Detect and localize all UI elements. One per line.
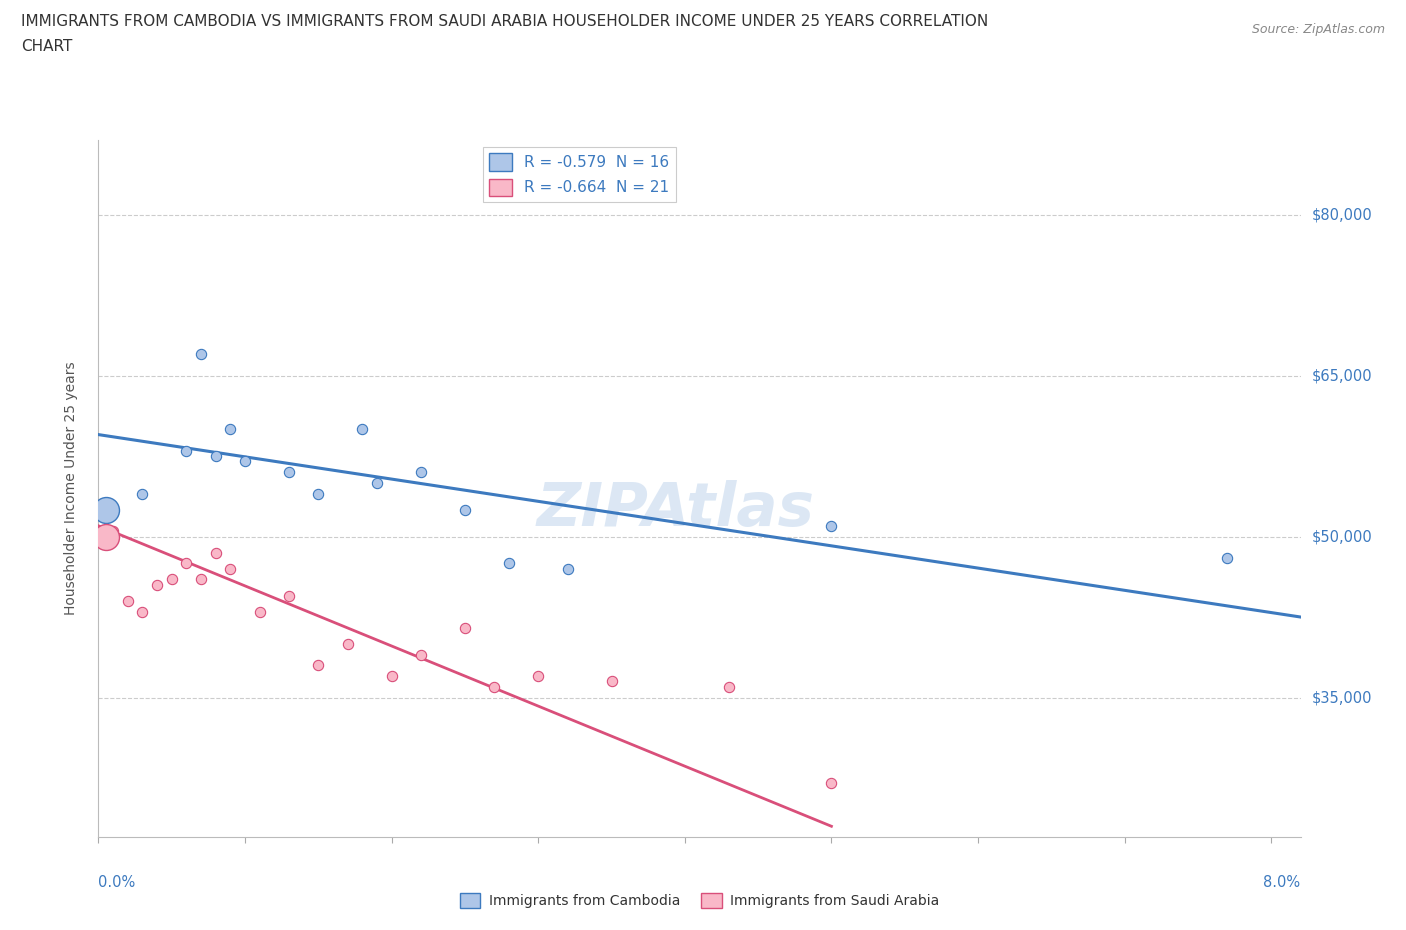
Text: ZIPAtlas: ZIPAtlas (537, 480, 814, 538)
Point (278, 588, 301, 603)
Point (176, 556, 198, 571)
Point (160, 572, 183, 587)
Point (131, 604, 153, 619)
Point (1216, 551, 1239, 565)
Point (278, 465, 301, 480)
Point (557, 562, 579, 577)
Point (484, 679, 506, 694)
Y-axis label: Householder Income Under 25 years: Householder Income Under 25 years (63, 362, 77, 615)
Point (94, 529, 117, 544)
Point (249, 604, 271, 619)
Point (454, 620, 477, 635)
Point (409, 647, 432, 662)
Point (381, 669, 404, 684)
Point (409, 465, 432, 480)
Point (352, 422, 374, 437)
Point (204, 545, 226, 560)
Text: IMMIGRANTS FROM CAMBODIA VS IMMIGRANTS FROM SAUDI ARABIA HOUSEHOLDER INCOME UNDE: IMMIGRANTS FROM CAMBODIA VS IMMIGRANTS F… (21, 14, 988, 29)
Point (336, 636, 359, 651)
Point (307, 658, 329, 672)
Point (204, 448, 226, 463)
Point (131, 486, 153, 501)
Text: Source: ZipAtlas.com: Source: ZipAtlas.com (1251, 23, 1385, 36)
Point (190, 347, 212, 362)
Text: 0.0%: 0.0% (98, 875, 135, 890)
Point (454, 502, 477, 517)
Point (233, 454, 256, 469)
Point (498, 556, 520, 571)
Text: $65,000: $65,000 (1312, 368, 1372, 383)
Point (176, 444, 198, 458)
Point (527, 669, 550, 684)
Text: 8.0%: 8.0% (1264, 875, 1301, 890)
Point (219, 422, 242, 437)
Point (820, 518, 842, 533)
Point (190, 572, 212, 587)
Point (117, 593, 139, 608)
Point (307, 486, 329, 501)
Point (717, 679, 740, 694)
Text: $50,000: $50,000 (1312, 529, 1372, 544)
Point (820, 776, 842, 790)
Legend: R = -0.579  N = 16, R = -0.664  N = 21: R = -0.579 N = 16, R = -0.664 N = 21 (484, 147, 675, 203)
Point (101, 524, 124, 538)
Text: $80,000: $80,000 (1312, 207, 1372, 222)
Text: $35,000: $35,000 (1312, 690, 1372, 705)
Point (146, 578, 169, 592)
Point (600, 674, 623, 689)
Point (94, 502, 117, 517)
Point (366, 475, 388, 490)
Text: CHART: CHART (21, 39, 73, 54)
Point (219, 562, 242, 577)
